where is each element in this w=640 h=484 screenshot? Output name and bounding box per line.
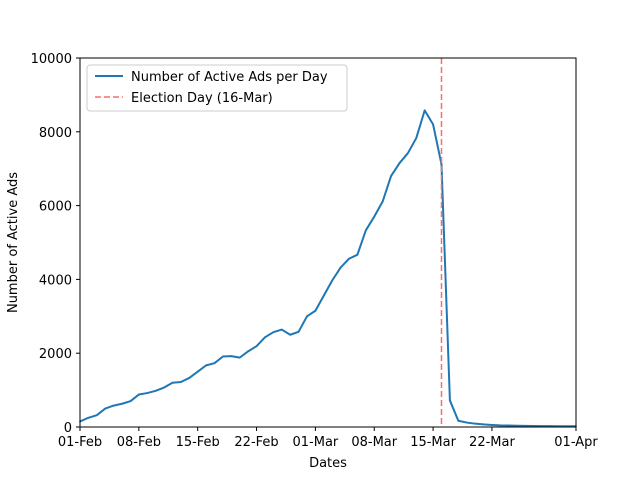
legend-label-active-ads: Number of Active Ads per Day xyxy=(131,70,328,85)
data-point xyxy=(339,266,342,269)
data-point xyxy=(146,392,149,394)
y-tick-label: 8000 xyxy=(39,126,72,141)
data-point xyxy=(373,215,376,218)
data-point xyxy=(289,333,291,336)
legend-box xyxy=(86,64,348,112)
legend: Number of Active Ads per Day Election Day… xyxy=(86,64,348,112)
data-point xyxy=(524,425,527,427)
data-point xyxy=(112,404,115,407)
data-point xyxy=(306,315,308,318)
plot-area xyxy=(79,58,577,428)
data-point xyxy=(381,200,384,203)
data-point xyxy=(280,328,283,331)
data-point xyxy=(415,137,418,139)
data-point xyxy=(457,419,460,422)
data-point xyxy=(440,163,443,166)
data-point xyxy=(129,400,132,402)
data-point xyxy=(180,381,182,383)
data-point xyxy=(154,390,157,392)
x-tick-label: 01-Mar xyxy=(293,435,339,450)
data-point xyxy=(432,123,434,126)
x-tick-label: 08-Mar xyxy=(351,435,397,450)
data-point xyxy=(238,356,241,359)
data-point xyxy=(499,424,502,427)
x-tick-label: 01-Feb xyxy=(58,435,102,450)
y-tick-label: 10000 xyxy=(31,52,72,67)
data-point xyxy=(163,386,165,389)
data-point xyxy=(205,364,207,367)
data-point xyxy=(541,425,544,427)
data-point xyxy=(138,393,140,396)
data-point xyxy=(474,422,476,425)
data-point xyxy=(96,414,98,416)
data-point xyxy=(465,421,468,424)
data-point xyxy=(222,355,224,358)
x-tick-label: 22-Feb xyxy=(234,435,278,450)
data-point xyxy=(482,423,485,426)
data-point xyxy=(264,336,266,339)
x-tick-label: 01-Apr xyxy=(554,435,598,450)
y-tick-label: 4000 xyxy=(39,273,72,288)
y-tick-label: 2000 xyxy=(39,347,72,362)
data-point xyxy=(272,331,275,333)
x-axis-title: Dates xyxy=(309,456,347,471)
x-tick-label: 22-Mar xyxy=(469,435,515,450)
plot-frame xyxy=(79,57,577,428)
y-tick-label: 0 xyxy=(64,421,72,436)
data-point xyxy=(356,253,359,256)
data-point xyxy=(104,407,107,410)
data-point xyxy=(121,402,123,405)
data-point xyxy=(314,309,317,312)
data-point xyxy=(323,294,325,297)
data-point xyxy=(507,424,510,427)
data-point xyxy=(491,424,493,426)
y-axis-title: Number of Active Ads xyxy=(6,172,21,313)
data-point xyxy=(188,377,191,379)
data-point xyxy=(449,399,451,402)
data-point xyxy=(247,350,249,353)
data-point xyxy=(390,175,392,177)
data-point xyxy=(213,362,216,364)
data-point xyxy=(255,345,258,347)
data-point xyxy=(196,370,199,373)
data-point xyxy=(407,152,409,154)
data-point xyxy=(398,162,401,164)
data-point xyxy=(230,355,233,357)
data-point xyxy=(423,109,426,112)
x-tick-label: 15-Mar xyxy=(410,435,456,450)
y-tick-label: 6000 xyxy=(39,200,72,215)
data-point xyxy=(348,257,350,260)
data-point xyxy=(516,424,518,427)
axes: 01-Feb 08-Feb 15-Feb 22-Feb 01-Mar 08-Mar 15-M… xyxy=(31,52,599,450)
active-ads-series-line xyxy=(79,109,576,428)
legend-label-election-day: Election Day (16-Mar) xyxy=(131,91,273,106)
x-tick-label: 08-Feb xyxy=(117,435,161,450)
data-point xyxy=(533,425,535,427)
data-point xyxy=(297,331,300,333)
data-point xyxy=(331,279,334,282)
data-point xyxy=(365,229,367,232)
x-tick-label: 15-Feb xyxy=(176,435,220,450)
data-point xyxy=(87,416,90,419)
data-point xyxy=(171,381,174,384)
